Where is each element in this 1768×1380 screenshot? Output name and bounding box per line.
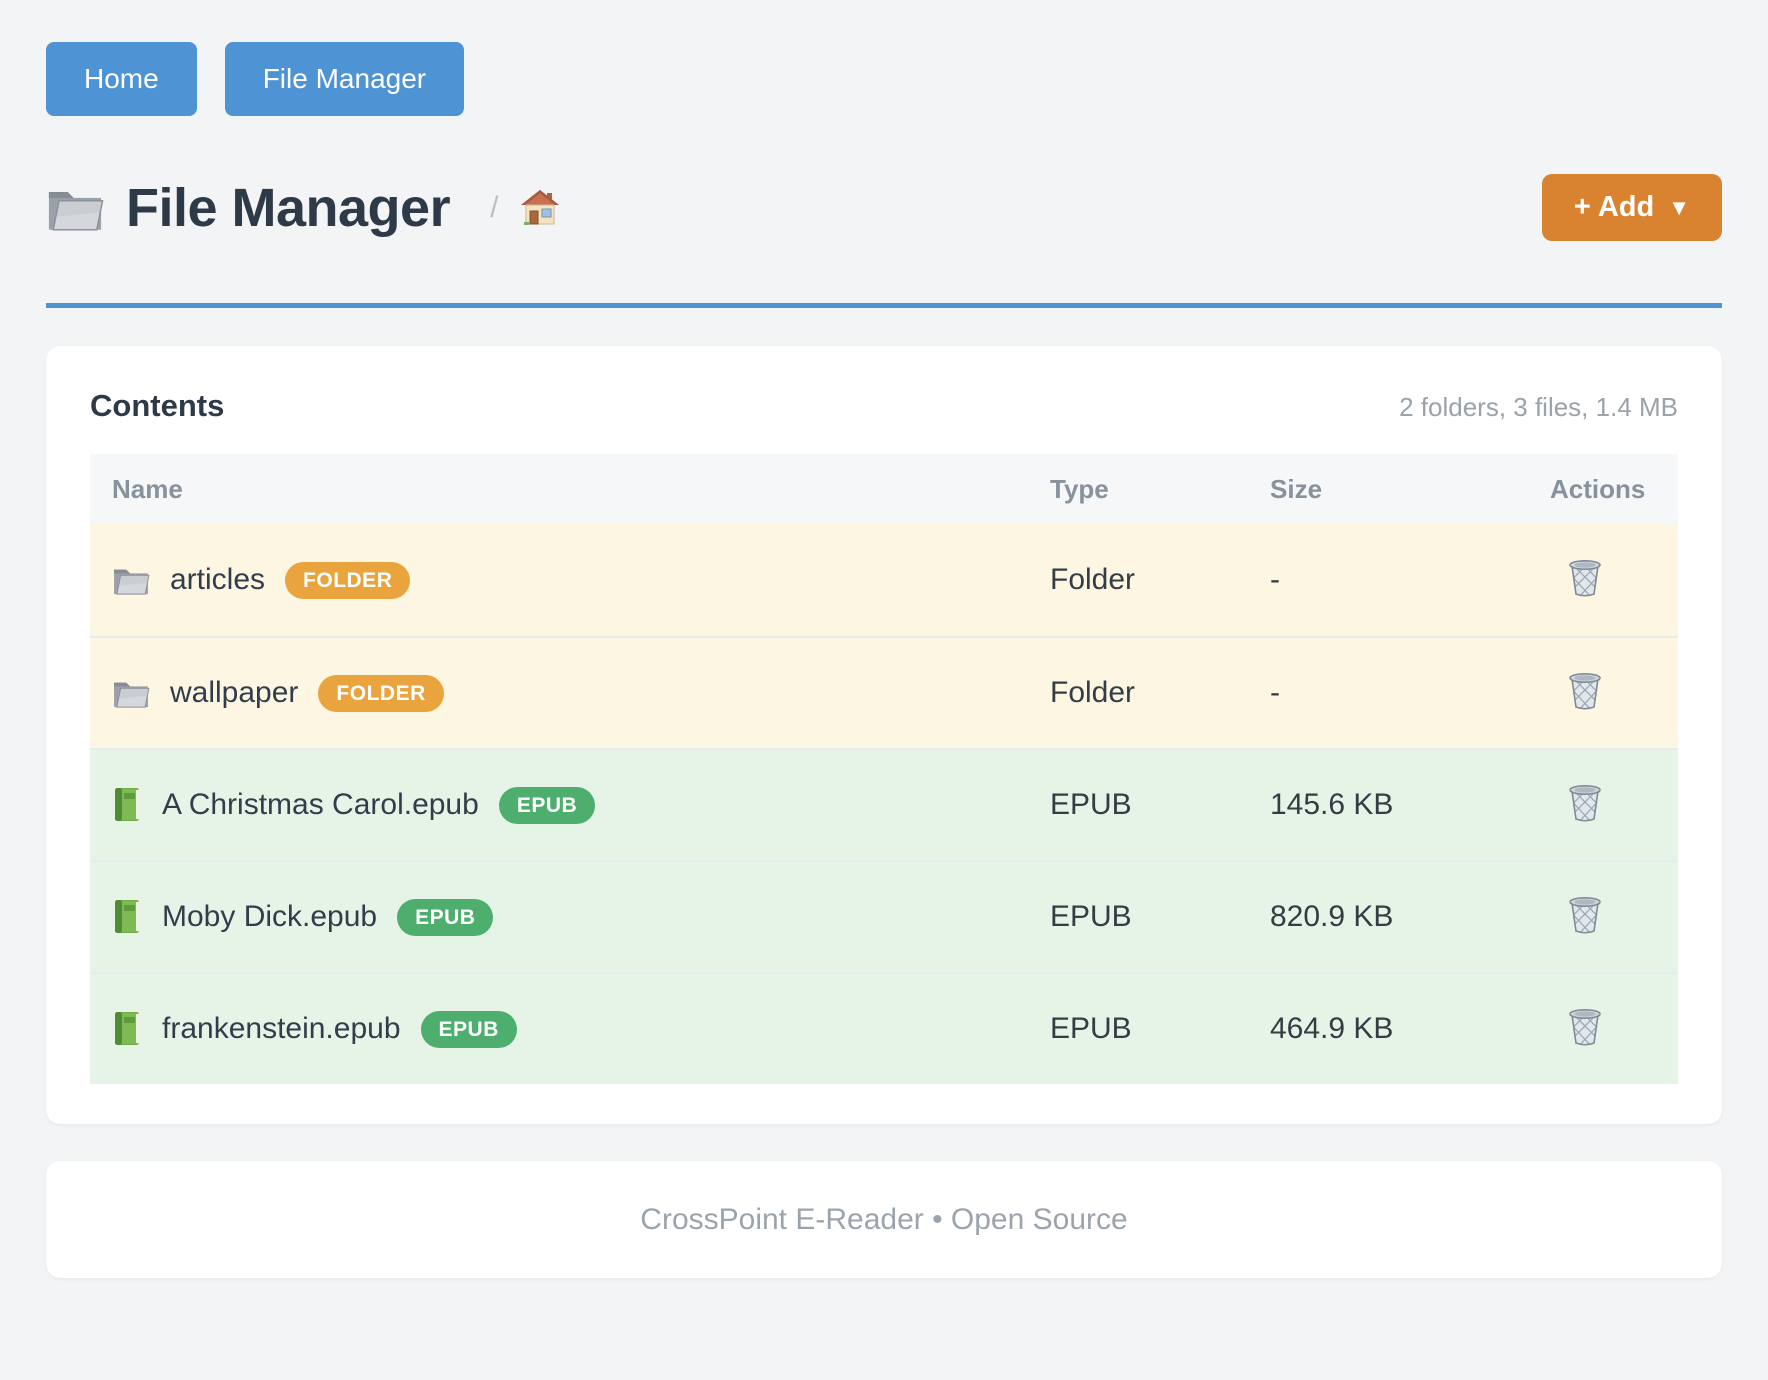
file-size: 464.9 KB <box>1270 1012 1394 1045</box>
book-icon <box>112 899 142 935</box>
file-name-cell: articles FOLDER <box>90 561 1028 599</box>
file-name-cell: frankenstein.epub EPUB <box>90 1010 1028 1048</box>
trash-icon <box>1568 783 1602 823</box>
column-header-type: Type <box>1050 473 1109 504</box>
type-badge: EPUB <box>498 786 596 824</box>
column-header-name: Name <box>112 473 183 504</box>
file-type: EPUB <box>1050 900 1132 933</box>
table-row[interactable]: frankenstein.epub EPUB EPUB 464.9 KB <box>90 972 1678 1084</box>
table-row[interactable]: wallpaper FOLDER Folder - <box>90 636 1678 748</box>
add-button-label: + Add <box>1573 191 1655 223</box>
footer: CrossPoint E-Reader • Open Source <box>46 1161 1722 1278</box>
book-icon <box>112 787 142 823</box>
file-name: Moby Dick.epub <box>162 900 378 933</box>
delete-button[interactable] <box>1564 779 1606 830</box>
page-header: File Manager / + Add ▼ <box>46 174 1722 241</box>
file-type: Folder <box>1050 676 1136 709</box>
table-header-row: Name Type Size Actions <box>90 454 1678 524</box>
table-row[interactable]: articles FOLDER Folder - <box>90 524 1678 636</box>
type-badge: FOLDER <box>285 561 411 599</box>
file-name: articles <box>170 563 266 596</box>
actions-cell <box>1528 554 1678 606</box>
page-title: File Manager <box>126 177 451 238</box>
contents-heading: Contents <box>90 388 225 423</box>
delete-button[interactable] <box>1564 554 1606 605</box>
contents-card: Contents 2 folders, 3 files, 1.4 MB Name… <box>46 346 1722 1124</box>
trash-icon <box>1568 671 1602 711</box>
delete-button[interactable] <box>1564 891 1606 942</box>
caret-down-icon: ▼ <box>1668 194 1690 220</box>
file-size: - <box>1270 676 1280 709</box>
file-size: - <box>1270 563 1280 596</box>
breadcrumb-separator: / <box>490 190 499 224</box>
file-name-cell: wallpaper FOLDER <box>90 674 1028 712</box>
file-name-cell: Moby Dick.epub EPUB <box>90 898 1028 936</box>
actions-cell <box>1528 667 1678 719</box>
file-size: 145.6 KB <box>1270 788 1394 821</box>
file-name: A Christmas Carol.epub <box>162 788 479 821</box>
book-icon <box>112 1011 142 1047</box>
header-divider <box>46 303 1722 308</box>
type-badge: EPUB <box>397 898 494 936</box>
delete-button[interactable] <box>1564 667 1606 718</box>
table-row[interactable]: A Christmas Carol.epub EPUB EPUB 145.6 KB <box>90 748 1678 860</box>
nav-home-button[interactable]: Home <box>46 42 197 116</box>
file-name-cell: A Christmas Carol.epub EPUB <box>90 786 1028 824</box>
trash-icon <box>1568 558 1602 598</box>
file-type: Folder <box>1050 563 1136 596</box>
actions-cell <box>1528 891 1678 943</box>
table-body: articles FOLDER Folder - <box>90 524 1678 1084</box>
trash-icon <box>1568 895 1602 935</box>
add-button[interactable]: + Add ▼ <box>1541 174 1722 241</box>
folder-icon <box>112 677 150 709</box>
column-header-actions: Actions <box>1550 473 1646 504</box>
folder-icon <box>112 564 150 596</box>
table-row[interactable]: Moby Dick.epub EPUB EPUB 820.9 KB <box>90 860 1678 972</box>
trash-icon <box>1568 1007 1602 1047</box>
contents-summary: 2 folders, 3 files, 1.4 MB <box>1399 392 1678 422</box>
home-icon[interactable] <box>520 189 560 227</box>
type-badge: EPUB <box>420 1010 517 1048</box>
file-manager-page: Home File Manager File Manager / <box>46 42 1722 1278</box>
file-name: frankenstein.epub <box>162 1012 401 1045</box>
folder-icon <box>46 183 104 233</box>
delete-button[interactable] <box>1564 1003 1606 1054</box>
actions-cell <box>1528 1003 1678 1055</box>
file-size: 820.9 KB <box>1270 900 1394 933</box>
type-badge: FOLDER <box>318 674 444 712</box>
file-table: Name Type Size Actions articles FOLDER Fol… <box>90 454 1678 1084</box>
file-type: EPUB <box>1050 788 1132 821</box>
nav-file-manager-button[interactable]: File Manager <box>224 42 465 116</box>
breadcrumb-nav: Home File Manager <box>46 42 1722 116</box>
file-name: wallpaper <box>170 676 299 709</box>
file-type: EPUB <box>1050 1012 1132 1045</box>
actions-cell <box>1528 779 1678 831</box>
footer-text: CrossPoint E-Reader • Open Source <box>640 1202 1128 1236</box>
column-header-size: Size <box>1270 473 1323 504</box>
